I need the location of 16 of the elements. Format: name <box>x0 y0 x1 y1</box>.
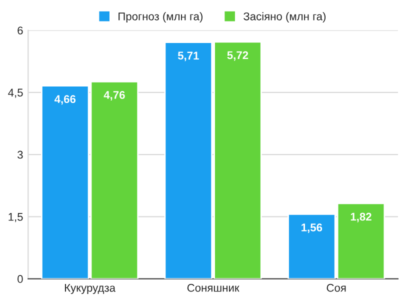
data-label: 4,76 <box>104 91 125 101</box>
y-tick-label: 1,5 <box>8 213 23 222</box>
y-tick-label: 6 <box>18 26 23 34</box>
y-tick-label: 3 <box>18 150 23 159</box>
data-label: 1,82 <box>350 212 372 222</box>
data-label: 5,72 <box>227 51 248 61</box>
legend-label: Прогноз (млн га) <box>118 12 202 23</box>
x-tick-label: Соя <box>326 284 346 292</box>
y-tick-label: 0 <box>18 275 23 283</box>
data-label: 4,66 <box>54 95 76 105</box>
legend-label: Засіяно (млн га) <box>244 12 326 23</box>
y-tick-label: 4,5 <box>8 88 23 98</box>
data-label: 1,56 <box>302 224 322 234</box>
x-tick-label: Кукурудза <box>64 284 116 294</box>
data-label: 5,71 <box>178 52 199 62</box>
x-tick-label: Соняшник <box>187 284 240 292</box>
